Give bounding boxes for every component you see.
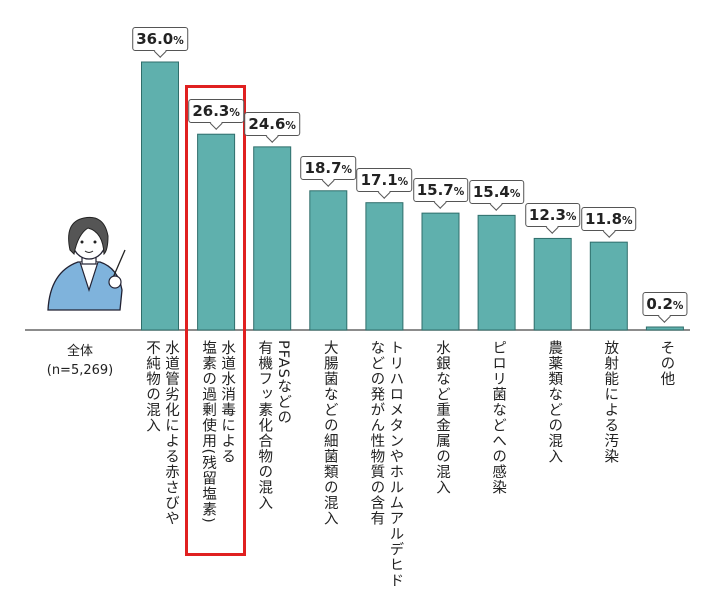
- category-label: 農薬類などの混入: [544, 340, 563, 464]
- category-label-line: トリハロメタンやホルムアルデヒド: [387, 340, 404, 588]
- data-label: 17.1%: [356, 167, 413, 192]
- bar: [645, 326, 684, 331]
- category-label-line: 水道管劣化による赤さびや: [163, 340, 179, 526]
- group-label: 全体 (n=5,269): [40, 342, 120, 380]
- category-label: トリハロメタンやホルムアルデヒド などの発がん性物質の含有: [366, 340, 404, 588]
- category-label-line: 塩素の過剰使用(残留塩素): [200, 340, 217, 524]
- data-label: 15.4%: [468, 180, 525, 205]
- category-label-line: 大腸菌などの細菌類の混入: [321, 340, 338, 526]
- data-label: 18.7%: [300, 155, 357, 180]
- category-label: 水道水消毒による 塩素の過剰使用(残留塩素): [198, 340, 236, 524]
- category-label-line: PFASなどの: [275, 340, 292, 426]
- category-label-line: 水道水消毒による: [219, 340, 236, 464]
- bar: [533, 237, 572, 331]
- group-label-title: 全体: [66, 344, 93, 359]
- category-label-line: 不純物の混入: [144, 340, 160, 433]
- category-label: 大腸菌などの細菌類の混入: [320, 340, 339, 526]
- data-label: 11.8%: [581, 207, 637, 232]
- data-label: 36.0%: [132, 27, 188, 51]
- category-label-line: 放射能による汚染: [602, 340, 619, 464]
- teacher-illustration: [47, 216, 126, 311]
- category-label-line: その他: [658, 340, 675, 387]
- category-label-line: などの発がん性物質の含有: [368, 340, 385, 526]
- category-label: 放射能による汚染: [600, 340, 619, 464]
- bar: [589, 241, 628, 331]
- data-label: 15.7%: [412, 178, 469, 203]
- bar: [141, 61, 179, 331]
- bar: [365, 202, 404, 331]
- highlight-box: [185, 85, 246, 556]
- bar: [421, 212, 460, 331]
- bar: [253, 146, 292, 331]
- bar: [197, 133, 236, 331]
- category-label: PFASなどの 有機フッ素化合物の混入: [254, 340, 292, 511]
- category-label: ピロリ菌などへの感染: [488, 340, 507, 495]
- category-label-line: 水銀など重金属の混入: [434, 340, 450, 495]
- category-label-line: 農薬類などの混入: [546, 340, 563, 464]
- bar: [477, 214, 516, 331]
- bar: [309, 190, 348, 331]
- category-label: 水銀など重金属の混入: [432, 340, 451, 495]
- category-label-line: 有機フッ素化合物の混入: [256, 340, 273, 511]
- data-label: 0.2%: [642, 292, 688, 316]
- category-label: その他: [656, 340, 675, 387]
- group-label-n: (n=5,269): [46, 363, 114, 378]
- data-label: 12.3%: [524, 203, 581, 228]
- category-label-line: ピロリ菌などへの感染: [490, 340, 507, 495]
- data-label: 24.6%: [244, 111, 300, 136]
- data-label: 26.3%: [188, 99, 244, 124]
- category-label: 水道管劣化による赤さびや 不純物の混入: [142, 340, 180, 526]
